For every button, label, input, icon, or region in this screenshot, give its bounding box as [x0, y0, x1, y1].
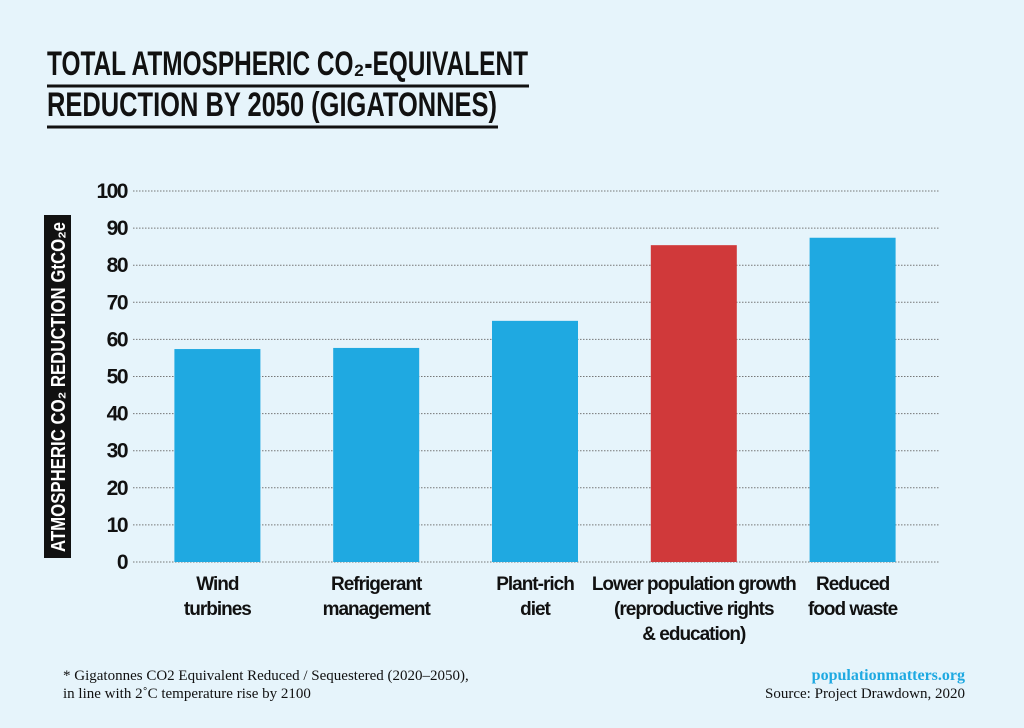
x-tick-label: management: [323, 599, 432, 620]
footnote: * Gigatonnes CO2 Equivalent Reduced / Se…: [63, 668, 469, 684]
chart-title: REDUCTION BY 2050 (GIGATONNES): [47, 86, 497, 124]
y-label-box: [44, 215, 71, 558]
y-tick-label: 90: [107, 217, 128, 240]
x-tick-label: turbines: [184, 599, 251, 620]
footnote: in line with 2˚C temperature rise by 210…: [63, 686, 311, 702]
bar: [650, 245, 737, 562]
bar: [333, 347, 420, 562]
y-tick-label: 20: [107, 477, 128, 500]
y-tick-label: 30: [107, 440, 128, 463]
bar: [809, 237, 896, 562]
y-tick-label: 80: [107, 254, 128, 277]
y-tick-label: 0: [117, 551, 128, 574]
y-tick-label: 10: [107, 514, 128, 537]
x-tick-label: & education): [642, 624, 746, 645]
bar: [174, 349, 261, 562]
x-tick-label: Lower population growth: [592, 574, 796, 595]
y-tick-label: 100: [96, 180, 127, 203]
chart-title: TOTAL ATMOSPHERIC CO₂-EQUIVALENT: [47, 45, 528, 83]
y-axis-label: ATMOSPHERIC CO₂ REDUCTION GtCO₂e: [48, 222, 70, 552]
x-tick-label: Reduced: [816, 574, 890, 595]
y-tick-label: 60: [107, 328, 128, 351]
source: Source: Project Drawdown, 2020: [765, 686, 965, 702]
y-tick-label: 40: [107, 403, 128, 426]
y-tick-label: 70: [107, 291, 128, 314]
x-tick-label: (reproductive rights: [614, 599, 774, 620]
x-tick-label: food waste: [808, 599, 898, 620]
website: populationmatters.org: [812, 667, 965, 684]
x-tick-label: Wind: [196, 574, 239, 595]
x-tick-label: Refrigerant: [331, 574, 423, 595]
bar: [492, 320, 578, 562]
x-tick-label: diet: [520, 599, 551, 620]
y-tick-label: 50: [107, 366, 128, 389]
x-tick-label: Plant-rich: [496, 574, 574, 595]
